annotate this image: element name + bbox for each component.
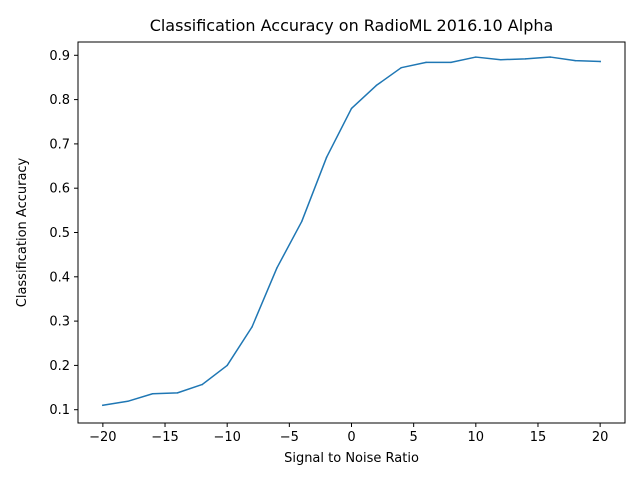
data-point <box>499 58 502 61</box>
data-point <box>201 383 204 386</box>
plot-area <box>102 56 601 407</box>
data-point <box>475 56 477 58</box>
x-tick-label: −15 <box>151 430 178 445</box>
x-tick-label: −10 <box>213 430 240 445</box>
x-tick-label: −20 <box>89 430 116 445</box>
y-axis-ticks: 0.1 0.2 0.3 0.4 0.5 0.6 0.7 0.8 0.9 <box>49 49 78 418</box>
data-point <box>549 56 552 58</box>
data-point <box>276 267 278 269</box>
x-tick-label: 15 <box>530 430 547 445</box>
data-point <box>301 220 303 223</box>
y-tick-label: 0.5 <box>49 226 70 241</box>
x-tick-label: 5 <box>410 430 418 445</box>
y-tick-label: 0.6 <box>49 182 70 197</box>
data-point <box>251 326 253 328</box>
y-tick-label: 0.4 <box>49 270 70 285</box>
data-point <box>574 59 577 62</box>
data-point <box>151 393 154 395</box>
data-point <box>126 400 129 403</box>
data-point <box>450 61 452 64</box>
y-tick-label: 0.9 <box>49 49 70 64</box>
x-tick-label: 0 <box>347 430 355 445</box>
data-point <box>226 364 228 367</box>
data-point <box>400 66 402 69</box>
y-tick-label: 0.1 <box>49 403 70 418</box>
x-tick-label: −5 <box>280 430 299 445</box>
data-point <box>524 58 527 60</box>
x-axis-ticks: −20 −15 −10 −5 0 5 10 15 20 <box>89 423 608 445</box>
data-point <box>102 404 104 407</box>
y-tick-label: 0.8 <box>49 93 70 108</box>
chart-title: Classification Accuracy on RadioML 2016.… <box>150 16 554 35</box>
x-axis-label: Signal to Noise Ratio <box>284 451 419 466</box>
y-tick-label: 0.7 <box>49 137 70 152</box>
y-axis-label: Classification Accuracy <box>15 157 30 307</box>
x-tick-label: 20 <box>592 430 609 445</box>
y-tick-label: 0.2 <box>49 359 70 374</box>
data-point <box>599 60 601 63</box>
x-tick-label: 10 <box>468 430 485 445</box>
y-tick-label: 0.3 <box>49 315 70 330</box>
data-point <box>325 156 328 158</box>
data-point <box>176 392 179 394</box>
data-point <box>375 84 378 87</box>
data-point <box>350 107 353 110</box>
data-point <box>425 61 427 64</box>
